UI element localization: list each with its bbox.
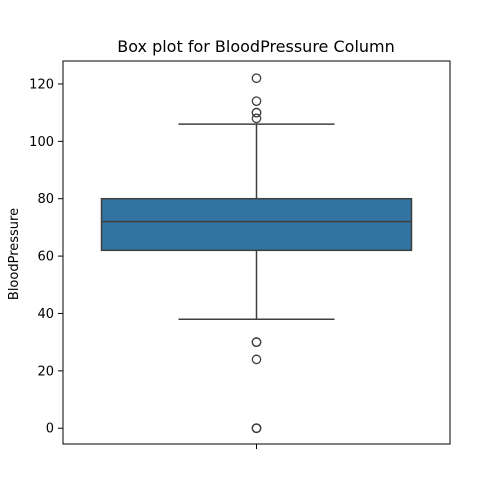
outlier-point-6 bbox=[251, 113, 262, 124]
chart-title: Box plot for BloodPressure Column bbox=[117, 37, 395, 56]
y-tick-label-5: 100 bbox=[29, 135, 54, 150]
y-tick-label-2: 40 bbox=[37, 307, 54, 322]
y-axis-label: BloodPressure bbox=[7, 208, 22, 300]
plot-area: 0 20 40 60 80 100 120 bbox=[29, 60, 451, 449]
y-tick-label-4: 80 bbox=[37, 192, 54, 207]
y-tick-label-0: 0 bbox=[46, 422, 54, 437]
y-tick-label-3: 60 bbox=[37, 250, 54, 265]
outlier-point-3 bbox=[251, 354, 262, 365]
outlier-point-8 bbox=[251, 107, 262, 118]
outlier-point-9 bbox=[251, 96, 262, 107]
outlier-point-5 bbox=[251, 337, 262, 348]
outlier-point-10 bbox=[251, 73, 262, 84]
y-tick-label-1: 20 bbox=[37, 364, 54, 379]
iqr-box bbox=[100, 197, 413, 252]
y-tick-label-6: 120 bbox=[29, 77, 54, 92]
outlier-point-2 bbox=[251, 423, 262, 434]
